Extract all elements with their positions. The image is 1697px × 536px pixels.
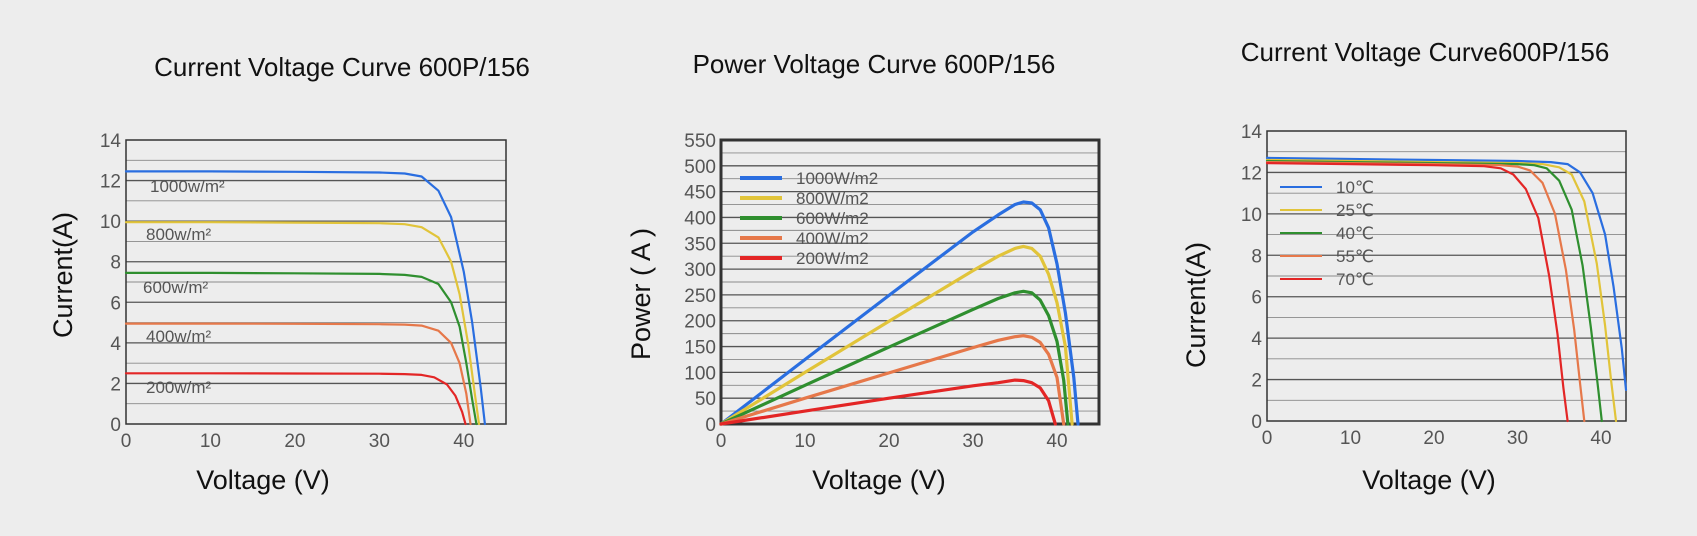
legend-label: 40℃ xyxy=(1336,224,1374,243)
curve-label: 200w/m² xyxy=(146,378,212,397)
y-tick-label: 4 xyxy=(110,334,121,355)
x-axis-title: Voltage (V) xyxy=(196,465,330,495)
legend-label: 800W/m2 xyxy=(796,189,869,208)
x-tick-label: 30 xyxy=(369,431,390,452)
x-tick-label: 10 xyxy=(200,431,221,452)
chart-title: Power Voltage Curve 600P/156 xyxy=(693,49,1056,79)
series-line xyxy=(124,271,478,426)
x-tick-label: 30 xyxy=(1507,428,1528,449)
legend-label: 25℃ xyxy=(1336,201,1374,220)
series-line xyxy=(719,244,1074,426)
y-tick-label: 400 xyxy=(684,208,716,229)
y-tick-label: 150 xyxy=(684,338,716,359)
y-tick-label: 12 xyxy=(1241,163,1262,184)
y-tick-label: 50 xyxy=(695,389,716,410)
series-line xyxy=(719,200,1080,426)
chart-iv-irradiance: Current Voltage Curve 600P/156 Current(A… xyxy=(48,52,530,495)
y-tick-label: 0 xyxy=(705,415,716,436)
y-tick-label: 10 xyxy=(1241,205,1262,226)
y-tick-label: 0 xyxy=(1251,412,1262,433)
legend-label: 1000W/m2 xyxy=(796,169,878,188)
y-tick-label: 14 xyxy=(1241,122,1263,143)
y-tick-label: 12 xyxy=(100,172,121,193)
plot-frame xyxy=(1266,130,1627,422)
y-axis-title: Current(A) xyxy=(1181,242,1211,368)
x-tick-label: 20 xyxy=(1423,428,1444,449)
legend-label: 70℃ xyxy=(1336,270,1374,289)
x-tick-label: 10 xyxy=(794,431,815,452)
series-line xyxy=(1265,161,1586,423)
y-tick-label: 500 xyxy=(684,157,716,178)
legend-label: 400W/m2 xyxy=(796,229,869,248)
y-tick-label: 250 xyxy=(684,286,716,307)
legend-label: 10℃ xyxy=(1336,178,1374,197)
x-tick-label: 40 xyxy=(453,431,474,452)
y-tick-label: 200 xyxy=(684,312,716,333)
y-axis-title: Current(A) xyxy=(48,212,78,338)
y-tick-label: 8 xyxy=(110,253,121,274)
x-tick-label: 40 xyxy=(1590,428,1611,449)
series-line xyxy=(1265,156,1628,391)
curve-label: 1000w/m² xyxy=(150,177,225,196)
x-tick-label: 40 xyxy=(1046,431,1067,452)
x-axis-title: Voltage (V) xyxy=(1362,465,1496,495)
x-tick-label: 0 xyxy=(121,431,132,452)
series-line xyxy=(719,378,1057,426)
series-line xyxy=(124,372,467,426)
y-tick-label: 14 xyxy=(100,131,122,152)
y-axis-title: Power ( A ) xyxy=(626,228,656,360)
x-axis-title: Voltage (V) xyxy=(812,465,946,495)
y-tick-label: 4 xyxy=(1251,329,1262,350)
x-tick-label: 0 xyxy=(716,431,727,452)
legend-label: 200W/m2 xyxy=(796,249,869,268)
x-tick-label: 0 xyxy=(1262,428,1273,449)
y-tick-label: 450 xyxy=(684,183,716,204)
x-tick-label: 10 xyxy=(1340,428,1361,449)
y-tick-label: 550 xyxy=(684,131,716,152)
plot-frame xyxy=(719,138,1101,426)
chart-title: Current Voltage Curve 600P/156 xyxy=(154,52,530,82)
y-tick-label: 10 xyxy=(100,212,121,233)
curve-label: 600w/m² xyxy=(143,278,209,297)
series-line xyxy=(719,334,1066,426)
y-tick-label: 300 xyxy=(684,260,716,281)
curve-label: 400w/m² xyxy=(146,327,212,346)
chart-iv-temperature: Current Voltage Curve600P/156 Current(A)… xyxy=(1181,37,1628,495)
y-tick-label: 6 xyxy=(110,293,121,314)
y-tick-label: 2 xyxy=(110,374,121,395)
x-tick-label: 30 xyxy=(962,431,983,452)
series-line xyxy=(124,322,472,426)
series-line xyxy=(719,289,1070,426)
y-tick-label: 350 xyxy=(684,234,716,255)
series-line xyxy=(1265,162,1569,423)
y-tick-label: 100 xyxy=(684,363,716,384)
y-tick-label: 8 xyxy=(1251,246,1262,267)
y-tick-label: 2 xyxy=(1251,371,1262,392)
curve-label: 800w/m² xyxy=(146,225,212,244)
x-tick-label: 20 xyxy=(878,431,899,452)
x-tick-label: 20 xyxy=(284,431,305,452)
legend-label: 55℃ xyxy=(1336,247,1374,266)
y-tick-label: 0 xyxy=(110,415,121,436)
series-line xyxy=(124,170,486,426)
series-line xyxy=(124,221,481,426)
legend: 10℃ 25℃ 40℃ 55℃ 70℃ xyxy=(1280,178,1374,289)
chart-title: Current Voltage Curve600P/156 xyxy=(1241,37,1610,67)
y-tick-label: 6 xyxy=(1251,288,1262,309)
legend-label: 600W/m2 xyxy=(796,209,869,228)
chart-pv-irradiance: Power Voltage Curve 600P/156 Power ( A )… xyxy=(626,49,1101,495)
plot-frame xyxy=(125,139,507,425)
